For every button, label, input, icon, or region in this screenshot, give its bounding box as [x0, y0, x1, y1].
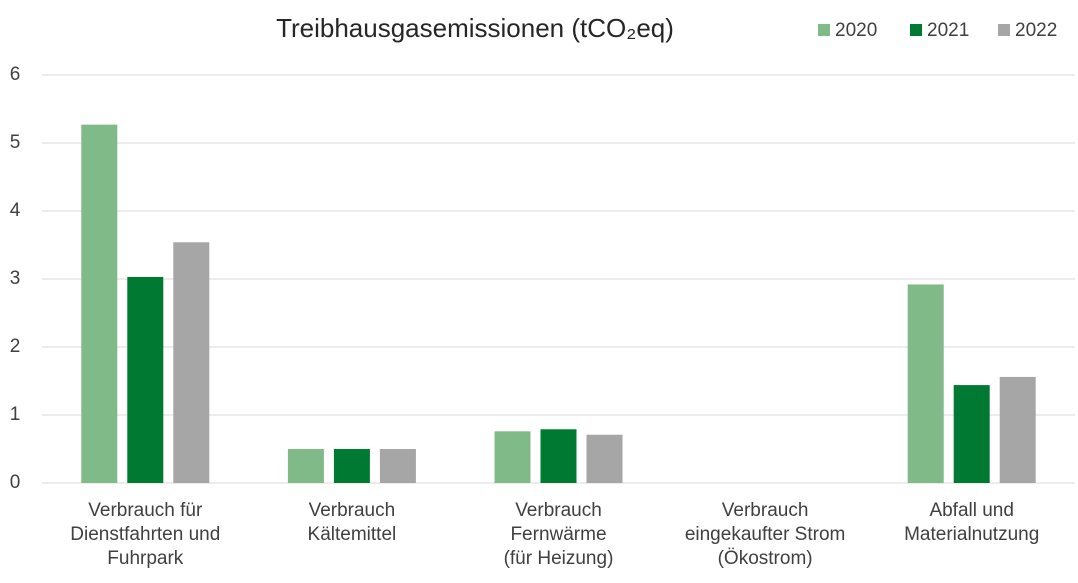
- y-tick-label: 3: [10, 268, 21, 289]
- bar: [999, 376, 1036, 483]
- legend-label: 2020: [835, 20, 877, 41]
- x-tick-label: Verbrauch eingekaufter Strom (Ökostrom): [685, 500, 846, 569]
- y-tick-label: 4: [10, 200, 21, 221]
- x-tick-label-line: Verbrauch: [722, 500, 809, 521]
- bar: [81, 124, 118, 483]
- x-tick-label-line: Verbrauch für: [88, 500, 203, 521]
- bar: [287, 449, 324, 483]
- x-tick-label: Abfall und Materialnutzung: [904, 500, 1039, 545]
- bar: [586, 434, 623, 483]
- bar: [953, 385, 990, 483]
- bar: [173, 242, 210, 483]
- x-tick-label: Verbrauch für Dienstfahrten und Fuhrpark: [70, 500, 220, 569]
- legend-swatch: [998, 24, 1010, 36]
- x-tick-label-line: eingekaufter Strom: [685, 524, 846, 545]
- bar: [540, 429, 577, 483]
- x-tick-label-line: Materialnutzung: [904, 524, 1039, 545]
- y-tick-label: 5: [10, 132, 21, 153]
- x-tick-label-line: (für Heizung): [504, 548, 614, 569]
- chart-title: Treibhausgasemissionen (tCO₂eq): [276, 13, 674, 43]
- x-tick-label-line: Dienstfahrten und: [70, 524, 220, 545]
- bar: [907, 284, 944, 483]
- bar: [127, 276, 164, 483]
- bar: [494, 431, 531, 483]
- bar: [379, 449, 416, 483]
- x-tick-label-line: Verbrauch: [515, 500, 602, 521]
- x-tick-label-line: Fuhrpark: [107, 548, 184, 569]
- y-tick-label: 6: [10, 64, 21, 85]
- legend-label: 2021: [927, 20, 969, 41]
- y-tick-label: 2: [10, 336, 21, 357]
- bar: [333, 449, 370, 483]
- legend-swatch: [910, 24, 922, 36]
- x-tick-label: Verbrauch Kältemittel: [308, 500, 397, 545]
- legend-swatch: [818, 24, 830, 36]
- x-tick-label-line: (Ökostrom): [718, 548, 813, 569]
- x-tick-label-line: Fernwärme: [510, 524, 606, 545]
- y-tick-label: 0: [10, 472, 21, 493]
- y-tick-label: 1: [10, 404, 21, 425]
- x-tick-label-line: Kältemittel: [308, 524, 397, 545]
- x-tick-label-line: Verbrauch: [309, 500, 396, 521]
- x-tick-label: Verbrauch Fernwärme (für Heizung): [504, 500, 614, 569]
- legend-label: 2022: [1015, 20, 1057, 41]
- x-tick-label-line: Abfall und: [929, 500, 1014, 521]
